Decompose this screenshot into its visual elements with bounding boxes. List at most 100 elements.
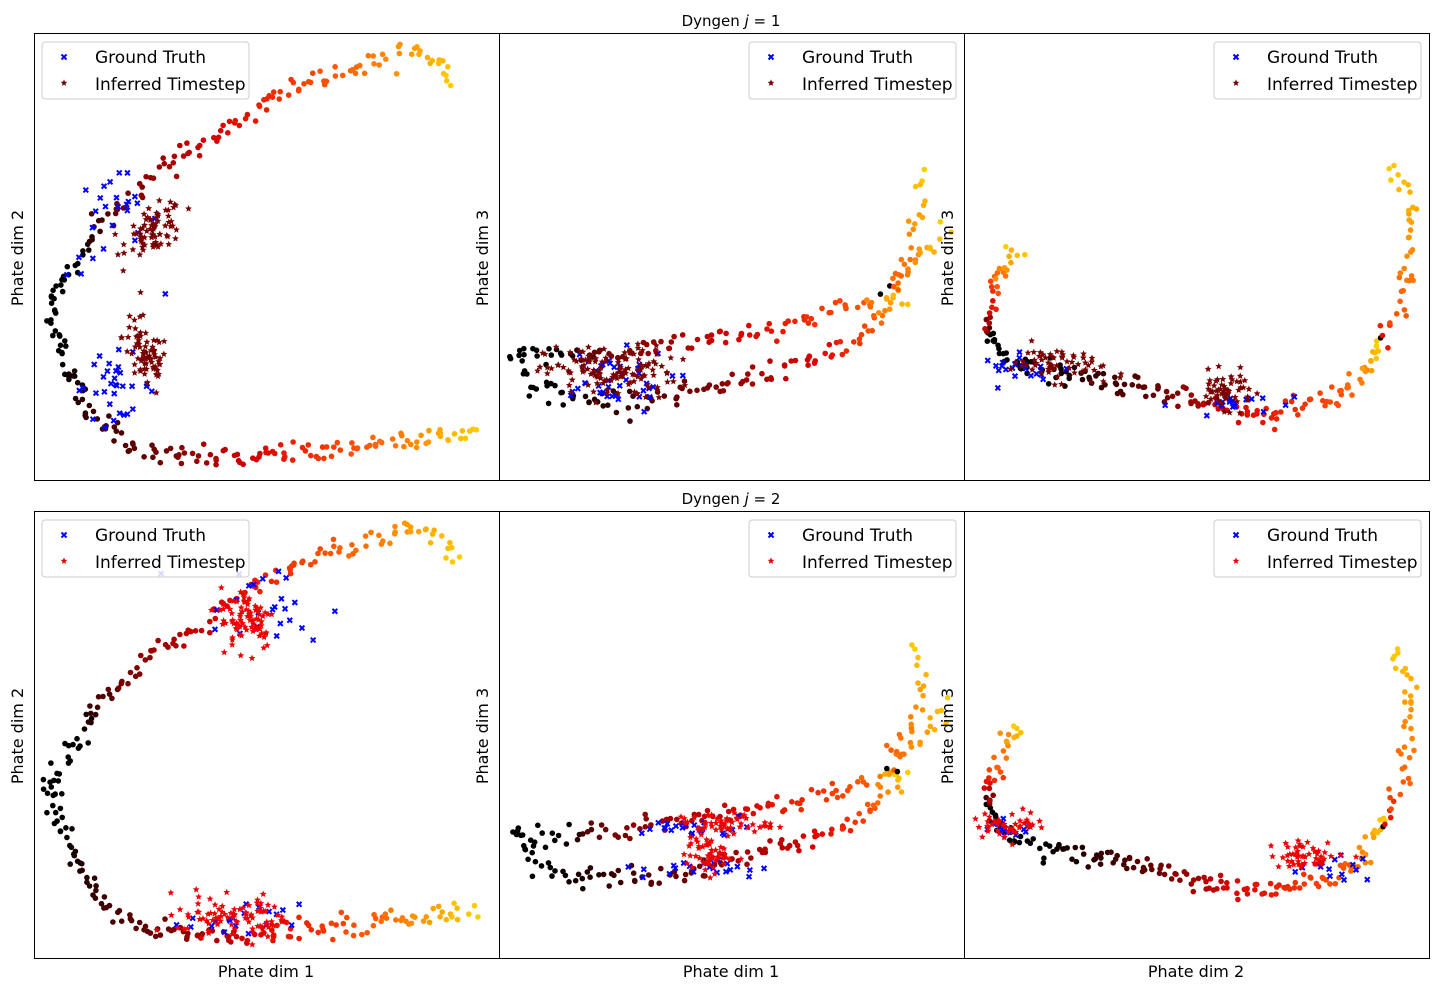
trajectory-point xyxy=(74,735,80,742)
ground-truth-point xyxy=(110,417,117,424)
trajectory-point xyxy=(379,51,386,58)
inferred-point xyxy=(1205,385,1212,392)
inferred-point xyxy=(650,371,657,379)
ground-truth-point xyxy=(1260,408,1267,415)
trajectory-point xyxy=(943,719,949,726)
trajectory-point xyxy=(1203,878,1209,885)
trajectory-point xyxy=(996,350,1003,357)
trajectory-point xyxy=(1174,390,1181,397)
trajectory-point xyxy=(134,665,140,671)
inferred-point xyxy=(252,626,260,633)
inferred-point xyxy=(988,820,996,828)
trajectory-point xyxy=(582,393,589,400)
inferred-point xyxy=(269,922,277,929)
trajectory-point xyxy=(991,754,997,761)
trajectory-point xyxy=(1379,332,1386,339)
inferred-point xyxy=(1005,828,1012,835)
ground-truth-point xyxy=(616,382,623,389)
trajectory-point xyxy=(1387,320,1393,326)
trajectory-point xyxy=(1098,855,1104,861)
trajectory-point xyxy=(412,914,418,920)
trajectory-point xyxy=(721,802,728,809)
trajectory-point xyxy=(1373,338,1380,344)
inferred-point xyxy=(603,389,611,396)
inferred-point xyxy=(652,342,660,349)
trajectory-point xyxy=(1292,406,1298,413)
ground-truth-point xyxy=(680,859,687,867)
legend-box xyxy=(1213,41,1422,100)
ground-truth-point xyxy=(112,381,119,388)
inferred-point xyxy=(592,399,600,406)
ground-truth-point xyxy=(646,393,653,401)
inferred-point xyxy=(214,914,222,921)
trajectory-point xyxy=(910,226,917,233)
inferred-point xyxy=(639,346,646,354)
trajectory-point xyxy=(263,449,269,456)
inferred-point xyxy=(130,222,137,229)
ground-truth-point xyxy=(641,408,648,415)
trajectory-point xyxy=(648,822,654,828)
trajectory-point xyxy=(173,173,180,180)
trajectory-point xyxy=(898,735,904,741)
inferred-point xyxy=(1054,373,1061,380)
trajectory-point xyxy=(919,214,926,221)
ground-truth-point xyxy=(109,222,116,229)
inferred-point xyxy=(720,822,728,829)
inferred-point xyxy=(147,216,154,224)
inferred-point xyxy=(215,905,223,913)
inferred-point xyxy=(1244,396,1252,403)
trajectory-point xyxy=(1217,872,1224,879)
inferred-point xyxy=(184,910,192,918)
inferred-point xyxy=(1044,365,1052,372)
trajectory-point xyxy=(605,402,611,409)
trajectory-point xyxy=(101,894,108,900)
inferred-point xyxy=(1063,358,1071,365)
trajectory-point xyxy=(1359,380,1365,386)
legend-box xyxy=(748,41,957,100)
trajectory-point xyxy=(1400,287,1406,294)
ground-truth-point xyxy=(691,821,698,829)
inferred-point xyxy=(1205,380,1213,387)
trajectory-point xyxy=(1097,861,1104,867)
trajectory-point xyxy=(105,211,111,217)
inferred-point xyxy=(254,896,261,903)
inferred-point xyxy=(249,914,256,921)
trajectory-point xyxy=(1163,388,1170,395)
trajectory-point xyxy=(688,345,695,352)
inferred-point xyxy=(1236,363,1244,371)
trajectory-point xyxy=(226,118,233,125)
legend-marker-inferred xyxy=(1232,557,1240,564)
inferred-point xyxy=(994,817,1002,824)
inferred-point xyxy=(978,833,986,840)
trajectory-point xyxy=(1008,247,1015,253)
inferred-point xyxy=(160,337,168,345)
trajectory-point xyxy=(596,834,603,841)
inferred-point xyxy=(723,817,730,824)
trajectory-point xyxy=(701,386,707,393)
trajectory-point xyxy=(860,818,866,824)
inferred-point xyxy=(981,810,989,817)
trajectory-point xyxy=(242,589,248,596)
inferred-point xyxy=(149,243,157,250)
trajectory-point xyxy=(1408,725,1414,732)
trajectory-point xyxy=(439,533,445,539)
trajectory-point xyxy=(51,777,57,784)
trajectory-point xyxy=(898,256,905,263)
trajectory-point xyxy=(1408,219,1415,225)
trajectory-point xyxy=(254,579,261,585)
trajectory-point xyxy=(296,914,302,921)
inferred-point xyxy=(1074,360,1082,368)
trajectory-point xyxy=(1291,885,1298,891)
trajectory-point xyxy=(908,744,915,750)
trajectory-point xyxy=(296,935,302,942)
inferred-point xyxy=(618,353,625,361)
ground-truth-point xyxy=(1162,402,1169,409)
inferred-point xyxy=(139,246,147,253)
trajectory-point xyxy=(695,811,702,818)
ground-truth-point xyxy=(666,870,673,877)
ground-truth-point xyxy=(277,620,284,627)
trajectory-point xyxy=(1337,388,1343,394)
inferred-point xyxy=(1301,853,1309,860)
trajectory-point xyxy=(429,57,436,64)
trajectory-point xyxy=(1401,265,1407,272)
